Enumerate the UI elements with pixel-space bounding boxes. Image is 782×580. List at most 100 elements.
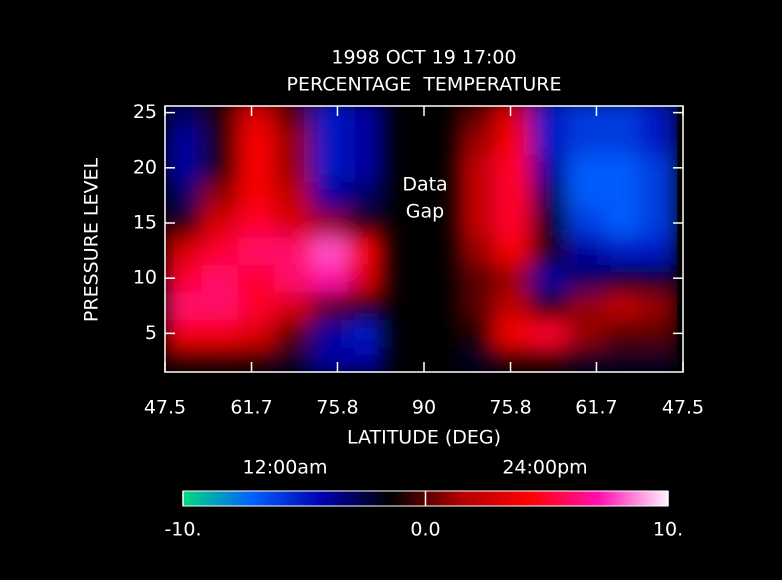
heatmap-cell: [640, 181, 678, 210]
annotation: Data: [402, 174, 447, 196]
heatmap-cell: [347, 106, 385, 127]
heatmap-cell: [530, 291, 568, 321]
heatmap-cell: [347, 319, 385, 348]
heatmap-cell: [603, 126, 641, 155]
heatmap-cell: [238, 319, 276, 348]
heatmap-cell: [567, 126, 605, 155]
heatmap-cell: [311, 106, 349, 127]
heatmap-cell: [457, 154, 495, 183]
heatmap-cell: [347, 236, 385, 265]
heatmap-cell: [567, 154, 605, 183]
heatmap-cell: [311, 319, 349, 348]
heatmap-cell: [238, 106, 276, 127]
heatmap-cell: [530, 264, 568, 293]
heatmap-cell: [311, 264, 349, 293]
heatmap-cell: [274, 319, 312, 348]
colorbar-right-label: 24:00pm: [502, 457, 587, 479]
heatmap-cell: [567, 319, 605, 348]
heatmap-cell: [530, 181, 568, 210]
heatmap-cell: [457, 319, 495, 348]
heatmap-cell: [457, 264, 495, 293]
heatmap-cell: [311, 154, 349, 183]
heatmap-cell: [457, 181, 495, 210]
annotation: Gap: [406, 201, 444, 223]
heatmap-cell: [238, 264, 276, 293]
heatmap-cell: [640, 236, 678, 265]
heatmap-cell: [347, 347, 385, 372]
heatmap-cell: [640, 347, 678, 372]
heatmap-cell: [640, 154, 678, 183]
heatmap-cell: [274, 154, 312, 183]
heatmap-cell: [238, 347, 276, 372]
heatmap-cell: [347, 291, 385, 321]
heatmap-cell: [530, 347, 568, 372]
y-axis-label: PRESSURE LEVEL: [81, 158, 103, 323]
heatmap-cell: [530, 154, 568, 183]
x-tick-label: 90: [412, 397, 436, 419]
heatmap-cell: [640, 209, 678, 238]
heatmap-cell: [457, 347, 495, 372]
colorbar-ticks: -10. 0.0 10.: [164, 491, 683, 541]
heatmap-cell: [238, 126, 276, 155]
y-tick-label: 15: [133, 211, 157, 233]
heatmap-cell: [457, 291, 495, 321]
heatmap-cell: [494, 209, 532, 238]
heatmap-cell: [640, 291, 678, 321]
heatmap-cell: [201, 264, 239, 293]
heatmap-cell: [640, 106, 678, 127]
heatmap-cell: [494, 347, 532, 372]
colorbar-tick-label: -10.: [164, 519, 201, 541]
x-tick-label: 61.7: [575, 397, 617, 419]
heatmap-cell: [274, 347, 312, 372]
heatmap-cell: [530, 209, 568, 238]
heatmap-cell: [274, 126, 312, 155]
heatmap-cell: [347, 209, 385, 238]
heatmap-cell: [274, 209, 312, 238]
heatmap-cell: [494, 154, 532, 183]
heatmap-cell: [567, 264, 605, 293]
chart-subtitle: PERCENTAGE TEMPERATURE: [287, 74, 562, 96]
heatmap-cell: [530, 106, 568, 127]
heatmap-cell: [494, 291, 532, 321]
heatmap-cell: [238, 154, 276, 183]
heatmap-cell: [238, 291, 276, 321]
heatmap-cell: [640, 319, 678, 348]
x-tick-label: 61.7: [230, 397, 272, 419]
heatmap-cell: [457, 209, 495, 238]
heatmap-cell: [165, 291, 203, 321]
heatmap-cell: [201, 291, 239, 321]
heatmap-cell: [603, 264, 641, 293]
heatmap-cell: [457, 236, 495, 265]
heatmap-cell: [201, 106, 239, 127]
heatmap-cell: [603, 154, 641, 183]
heatmap-cell: [603, 181, 641, 210]
heatmap-cell: [494, 264, 532, 293]
heatmap-cell: [530, 126, 568, 155]
heatmap-cell: [311, 126, 349, 155]
y-tick-label: 5: [145, 322, 157, 344]
colorbar-tick-label: 10.: [653, 519, 683, 541]
heatmap-cell: [603, 291, 641, 321]
heatmap-cell: [201, 209, 239, 238]
heatmap-cell: [201, 319, 239, 348]
heatmap-cell: [567, 181, 605, 210]
colorbar-left-label: 12:00am: [243, 457, 328, 479]
heatmap-cell: [494, 106, 532, 127]
heatmap-cell: [165, 347, 203, 372]
heatmap-cell: [165, 236, 203, 265]
heatmap-cells: [165, 106, 678, 372]
heatmap-cell: [530, 319, 568, 348]
heatmap: [165, 106, 683, 372]
heatmap-cell: [165, 126, 203, 155]
x-tick-label: 47.5: [144, 397, 186, 419]
heatmap-cell: [201, 181, 239, 210]
x-tick-label: 75.8: [316, 397, 358, 419]
heatmap-cell: [567, 106, 605, 127]
heatmap-cell: [530, 236, 568, 265]
heatmap-cell: [201, 236, 239, 265]
y-tick-label: 20: [133, 156, 157, 178]
y-tick-label: 25: [133, 101, 157, 123]
heatmap-cell: [567, 236, 605, 265]
